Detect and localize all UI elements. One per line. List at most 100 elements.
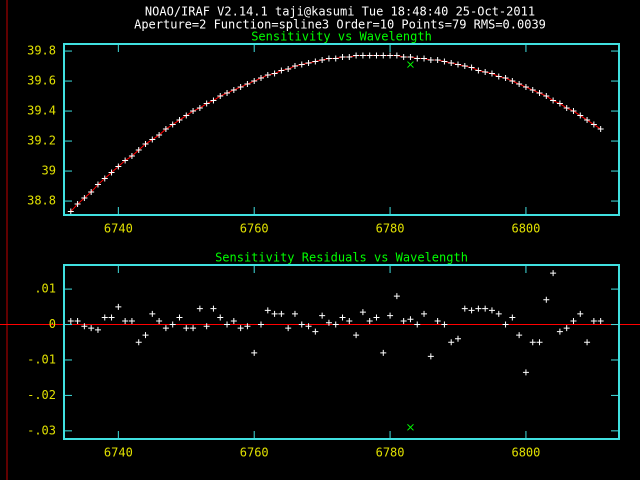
data-point [67,317,74,324]
y-tick-label: 39 [42,164,56,178]
data-point [312,58,319,65]
data-point [298,321,305,328]
data-point [400,317,407,324]
data-point [128,153,135,160]
data-point [461,305,468,312]
data-point [217,314,224,321]
data-point [94,326,101,333]
header-line: NOAO/IRAF V2.14.1 taji@kasumi Tue 18:48:… [145,5,535,19]
data-point [244,323,251,330]
data-point [556,100,563,107]
data-point [196,305,203,312]
data-point [550,97,557,104]
data-point [597,317,604,324]
panel-title: Sensitivity vs Wavelength [251,30,432,44]
data-point [366,52,373,59]
data-point [366,317,373,324]
data-point [373,52,380,59]
y-tick-label: -.01 [27,352,56,366]
data-point [387,52,394,59]
y-tick-label: 39.8 [27,44,56,58]
data-point [522,84,529,91]
data-point [441,58,448,65]
data-point [488,307,495,314]
x-tick-label: 6800 [511,222,540,236]
data-point [509,314,516,321]
data-point [502,75,509,82]
y-tick-label: -.03 [27,423,56,437]
data-point [210,305,217,312]
data-point [156,132,163,139]
data-point [482,69,489,76]
data-point [414,55,421,62]
data-point [448,60,455,67]
data-point [325,319,332,326]
data-point [88,189,95,196]
data-point [509,78,516,85]
data-point [67,208,74,215]
data-point [128,317,135,324]
data-point [421,55,428,62]
data-point [183,112,190,119]
y-tick-label: 39.4 [27,104,56,118]
data-point [264,307,271,314]
data-point [407,61,414,68]
data-point [122,157,129,164]
y-tick-label: .01 [34,282,56,296]
data-point [414,321,421,328]
data-point [291,310,298,317]
data-point [529,339,536,346]
data-point [258,321,265,328]
data-point [142,332,149,339]
data-point [264,72,271,79]
data-point [210,97,217,104]
data-point [427,353,434,360]
data-point [434,317,441,324]
data-point [101,314,108,321]
data-point [590,121,597,128]
data-point [482,305,489,312]
x-tick-label: 6760 [240,222,269,236]
x-tick-label: 6800 [511,446,540,460]
y-tick-label: 39.6 [27,74,56,88]
data-point [346,317,353,324]
data-point [135,147,142,154]
data-point [81,195,88,202]
data-point [319,57,326,64]
data-point [196,105,203,112]
data-point [74,201,81,208]
data-point [359,52,366,59]
data-point [387,312,394,319]
data-point [584,339,591,346]
y-tick-label: -.02 [27,388,56,402]
x-tick-label: 6780 [376,446,405,460]
data-point [312,328,319,335]
data-point [563,325,570,332]
data-point [393,293,400,300]
data-point [550,270,557,277]
data-point [258,75,265,82]
data-point [373,314,380,321]
data-point [380,349,387,356]
data-point [203,100,210,107]
data-point [169,121,176,128]
x-tick-label: 6760 [240,446,269,460]
data-point [122,317,129,324]
data-point [169,321,176,328]
data-point [570,108,577,115]
data-point [108,169,115,176]
data-point [285,325,292,332]
data-point [455,335,462,342]
data-point [162,126,169,133]
data-point [468,64,475,71]
data-point [536,90,543,97]
data-point [427,57,434,64]
x-tick-label: 6740 [104,222,133,236]
data-point [162,325,169,332]
data-point [305,60,312,67]
data-point [353,332,360,339]
data-point [488,70,495,77]
plot-frame [63,43,620,216]
